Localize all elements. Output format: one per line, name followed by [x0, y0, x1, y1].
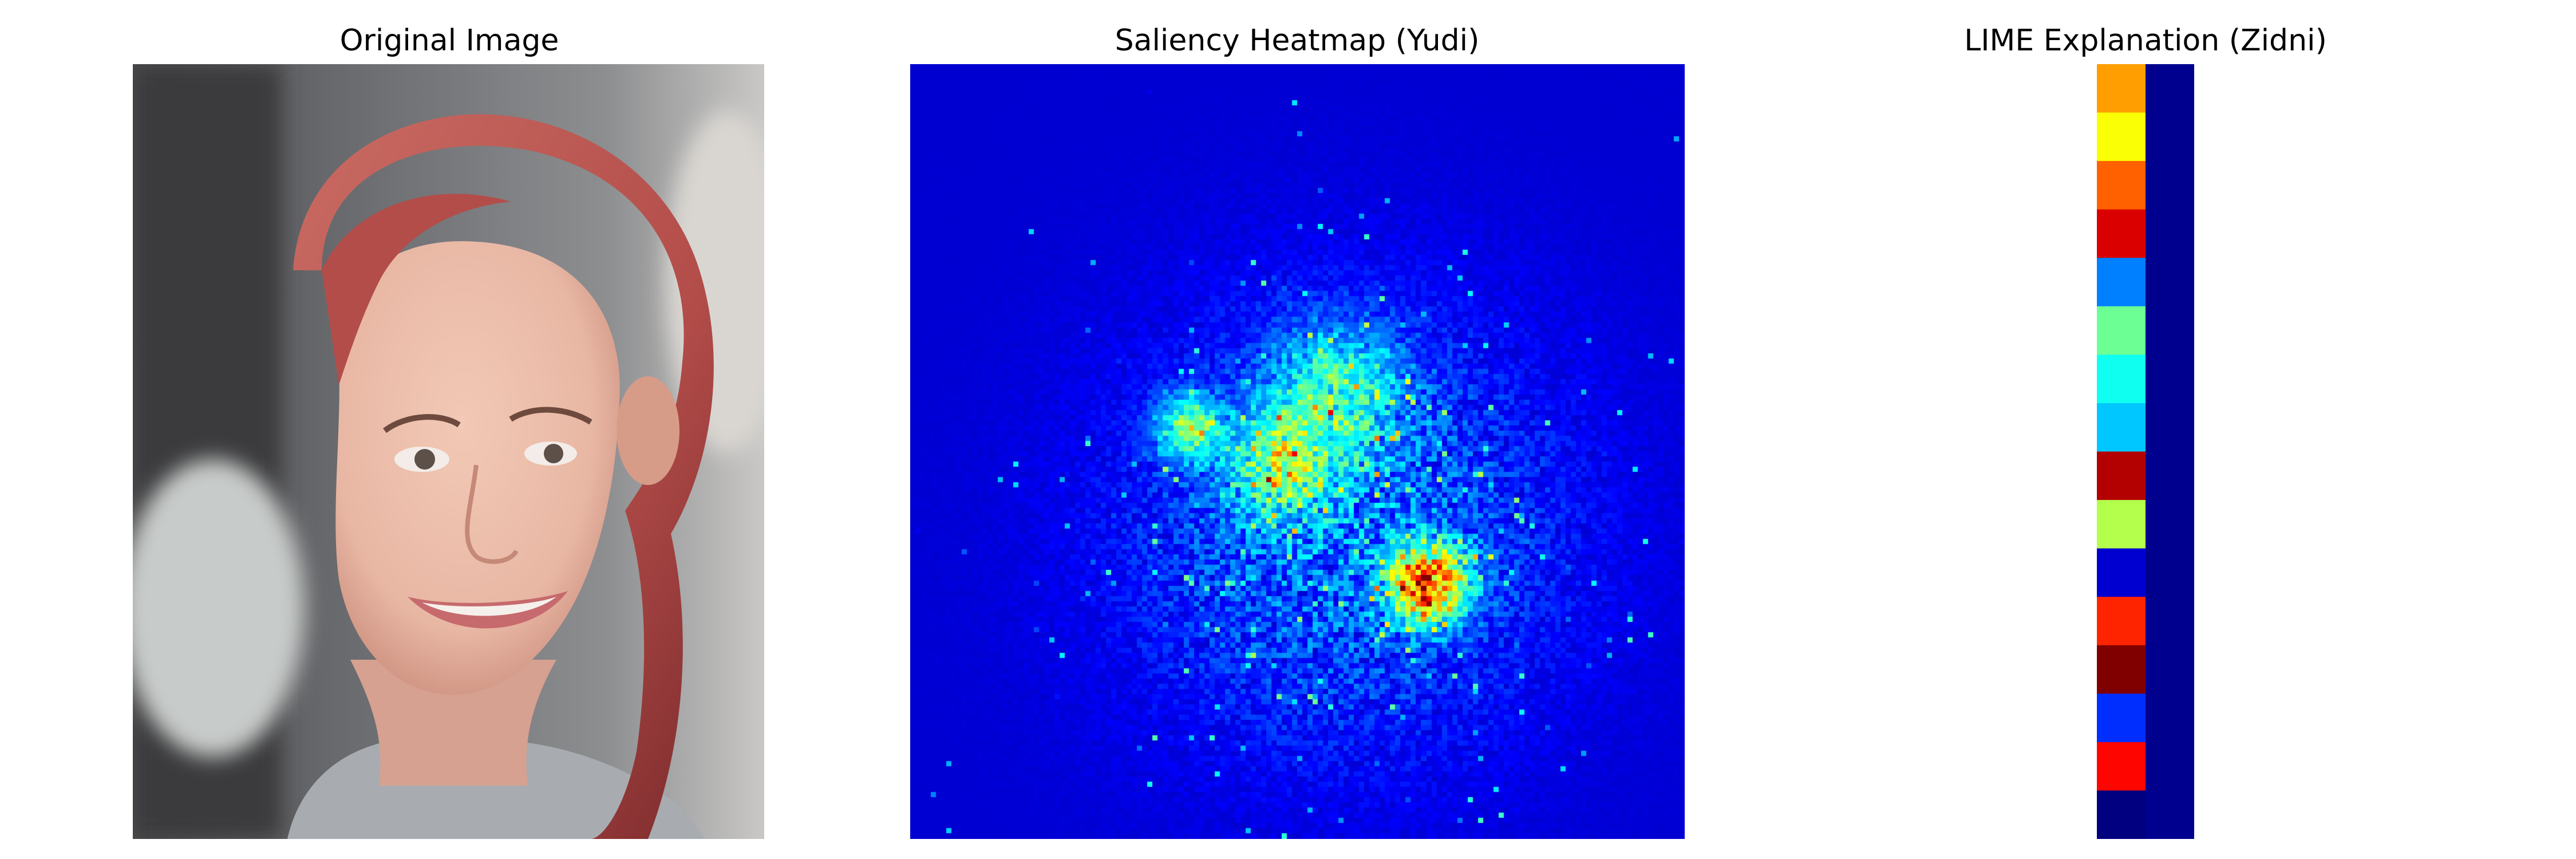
lime-cell — [2097, 306, 2146, 355]
lime-cell — [2146, 209, 2194, 258]
lime-cell — [2146, 112, 2194, 161]
lime-cell — [2146, 258, 2194, 307]
lime-cell — [2097, 64, 2146, 113]
lime-cell — [2146, 742, 2194, 791]
lime-explanation-title: LIME Explanation (Zidni) — [1964, 23, 2327, 58]
lime-cell — [2097, 548, 2146, 597]
lime-cell — [2097, 790, 2146, 839]
lime-cell — [2146, 548, 2194, 597]
ear — [617, 376, 679, 485]
lime-cell — [2097, 209, 2146, 258]
right-iris — [544, 444, 563, 463]
left-eyebrow — [383, 414, 461, 434]
lime-cell — [2146, 64, 2194, 113]
lime-cell — [2146, 354, 2194, 404]
lime-cell — [2146, 790, 2194, 839]
lime-cell — [2097, 693, 2146, 743]
lime-cell — [2146, 597, 2194, 646]
lime-cell — [2097, 742, 2146, 791]
saliency-heatmap-panel — [910, 64, 1685, 839]
original-image-title: Original Image — [339, 23, 559, 58]
lime-cell — [2146, 451, 2194, 501]
original-image-panel — [133, 64, 764, 839]
lime-cell — [2097, 258, 2146, 307]
lime-cell — [2097, 597, 2146, 646]
lime-cell — [2097, 112, 2146, 161]
lime-cell — [2146, 500, 2194, 549]
lime-cell — [2097, 451, 2146, 501]
portrait-image — [133, 64, 764, 839]
lime-explanation-panel — [2097, 64, 2194, 839]
lime-cell — [2097, 645, 2146, 694]
teeth — [422, 597, 556, 616]
left-iris — [414, 449, 435, 470]
photo-background-figure — [133, 459, 305, 757]
neck — [350, 660, 556, 786]
right-eyebrow — [509, 407, 592, 425]
saliency-heatmap — [910, 64, 1685, 839]
lime-cell — [2146, 306, 2194, 355]
nose — [465, 464, 519, 564]
lime-cell — [2146, 645, 2194, 694]
lime-cell — [2146, 161, 2194, 210]
lime-cell — [2097, 403, 2146, 452]
hair-fringe — [322, 194, 511, 385]
lime-cell — [2146, 403, 2194, 452]
saliency-heatmap-title: Saliency Heatmap (Yudi) — [1115, 23, 1480, 58]
lime-cell — [2097, 500, 2146, 549]
hair — [293, 114, 714, 839]
lime-heatmap — [2097, 64, 2194, 839]
lime-cell — [2097, 354, 2146, 404]
lime-cell — [2097, 161, 2146, 210]
lime-cell — [2146, 693, 2194, 743]
